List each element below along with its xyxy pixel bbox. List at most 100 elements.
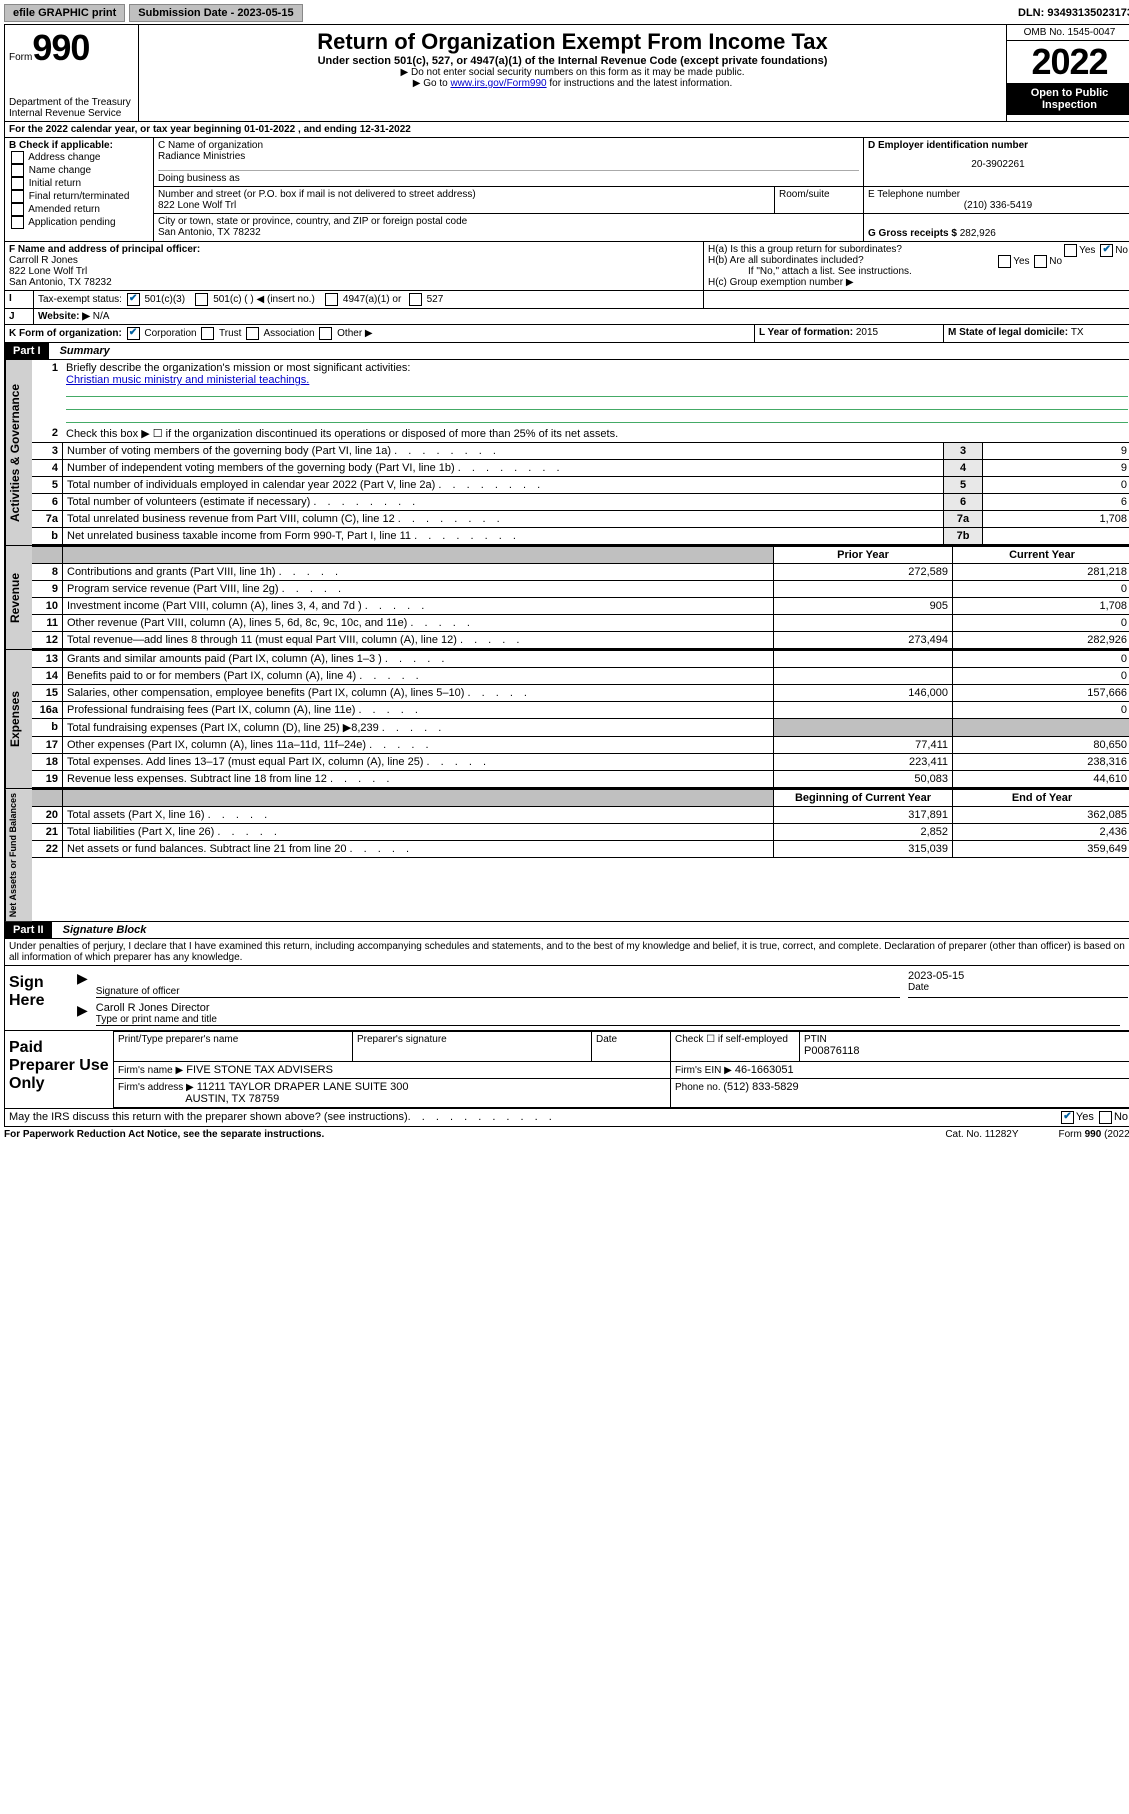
firm-addr2: AUSTIN, TX 78759	[185, 1093, 279, 1105]
assoc-checkbox[interactable]	[246, 327, 259, 340]
table-row: 20Total assets (Part X, line 16) . . . .…	[32, 807, 1129, 824]
hc-label: H(c) Group exemption number ▶	[708, 277, 1128, 288]
sig-date-value: 2023-05-15	[908, 970, 1128, 982]
box-b-checkbox[interactable]	[11, 203, 24, 216]
tax-year: 2022	[1007, 41, 1129, 83]
dba-label: Doing business as	[158, 170, 859, 184]
part2-title: Signature Block	[55, 922, 155, 938]
sig-date-label: Date	[908, 982, 1128, 993]
other-checkbox[interactable]	[319, 327, 332, 340]
paid-preparer-label: Paid Preparer Use Only	[5, 1031, 113, 1108]
trust-checkbox[interactable]	[201, 327, 214, 340]
501c-label: 501(c) ( ) ◀ (insert no.)	[213, 294, 315, 305]
domicile-label: M State of legal domicile:	[948, 327, 1071, 338]
form-header: Form990 Department of the Treasury Inter…	[4, 24, 1129, 122]
street-address: 822 Lone Wolf Trl	[158, 200, 770, 211]
box-b-checkbox[interactable]	[11, 177, 24, 190]
may-irs-label: May the IRS discuss this return with the…	[9, 1111, 408, 1124]
may-irs-yes-checkbox[interactable]	[1061, 1111, 1074, 1124]
sig-officer-label: Signature of officer	[96, 986, 900, 997]
4947-label: 4947(a)(1) or	[343, 294, 401, 305]
part1-header: Part I Summary	[4, 343, 1129, 360]
self-employed-check: Check ☐ if self-employed	[675, 1034, 795, 1045]
dept-treasury: Department of the Treasury	[9, 97, 134, 108]
box-b-checkbox[interactable]	[11, 190, 24, 203]
gross-receipts-label: G Gross receipts $	[868, 228, 960, 239]
hb-no-checkbox[interactable]	[1034, 255, 1047, 268]
4947-checkbox[interactable]	[325, 293, 338, 306]
revenue-section: Revenue Prior YearCurrent Year8Contribut…	[4, 546, 1129, 650]
efile-print-button[interactable]: efile GRAPHIC print	[4, 4, 125, 22]
501c-checkbox[interactable]	[195, 293, 208, 306]
website-row: J Website: ▶ N/A	[4, 309, 1129, 325]
form-word: Form	[9, 52, 32, 63]
line-a: For the 2022 calendar year, or tax year …	[4, 122, 1129, 138]
mission-text[interactable]: Christian music ministry and ministerial…	[66, 374, 309, 386]
may-irs-no-checkbox[interactable]	[1099, 1111, 1112, 1124]
prep-sig-label: Preparer's signature	[357, 1034, 587, 1045]
officer-group-block: F Name and address of principal officer:…	[4, 242, 1129, 291]
sign-here-block: Sign Here ▶ Signature of officer 2023-05…	[4, 966, 1129, 1031]
yes-label-2: Yes	[1013, 256, 1029, 267]
no-label: No	[1115, 245, 1128, 256]
may-irs-row: May the IRS discuss this return with the…	[4, 1109, 1129, 1127]
org-name: Radiance Ministries	[158, 151, 859, 162]
table-row: 5Total number of individuals employed in…	[32, 477, 1129, 494]
phone-value: (210) 336-5419	[868, 200, 1128, 211]
pra-notice: For Paperwork Reduction Act Notice, see …	[4, 1129, 324, 1140]
corp-checkbox[interactable]	[127, 327, 140, 340]
527-label: 527	[427, 294, 444, 305]
form990-link[interactable]: www.irs.gov/Form990	[450, 78, 546, 89]
corp-label: Corporation	[144, 328, 196, 339]
officer-addr1: 822 Lone Wolf Trl	[9, 266, 699, 277]
hb-label: H(b) Are all subordinates included?	[708, 255, 864, 266]
prep-name-label: Print/Type preparer's name	[118, 1034, 348, 1045]
table-row: 10Investment income (Part VIII, column (…	[32, 598, 1129, 615]
mission-question: Briefly describe the organization's miss…	[66, 362, 410, 374]
irs-label: Internal Revenue Service	[9, 108, 134, 119]
expenses-section: Expenses 13Grants and similar amounts pa…	[4, 650, 1129, 789]
omb-number: OMB No. 1545-0047	[1007, 25, 1129, 41]
box-b-checkbox[interactable]	[11, 216, 24, 229]
table-row: 16aProfessional fundraising fees (Part I…	[32, 702, 1129, 719]
year-formation-label: L Year of formation:	[759, 327, 856, 338]
penalty-statement: Under penalties of perjury, I declare th…	[4, 939, 1129, 966]
table-row: 18Total expenses. Add lines 13–17 (must …	[32, 754, 1129, 771]
part2-label: Part II	[5, 922, 52, 938]
other-label: Other ▶	[337, 328, 372, 339]
type-name-label: Type or print name and title	[96, 1014, 1120, 1025]
website-label: Website: ▶	[38, 311, 90, 322]
firm-name: FIVE STONE TAX ADVISERS	[186, 1064, 333, 1076]
table-header-row: Prior YearCurrent Year	[32, 547, 1129, 564]
entity-block: B Check if applicable: Address change Na…	[4, 138, 1129, 242]
hb-yes-checkbox[interactable]	[998, 255, 1011, 268]
city-label: City or town, state or province, country…	[158, 216, 859, 227]
table-row: 11Other revenue (Part VIII, column (A), …	[32, 615, 1129, 632]
ha-yes-checkbox[interactable]	[1064, 244, 1077, 257]
website-value: N/A	[93, 311, 110, 322]
ha-no-checkbox[interactable]	[1100, 244, 1113, 257]
501c3-checkbox[interactable]	[127, 293, 140, 306]
firm-phone-label: Phone no.	[675, 1082, 723, 1093]
ptin-value: P00876118	[804, 1045, 1127, 1057]
room-suite-label: Room/suite	[779, 189, 859, 200]
footer-form: Form 990 (2022)	[1059, 1129, 1129, 1140]
ptin-label: PTIN	[804, 1034, 1127, 1045]
cat-number: Cat. No. 11282Y	[945, 1129, 1018, 1140]
firm-ein-label: Firm's EIN ▶	[675, 1065, 732, 1076]
table-row: 15Salaries, other compensation, employee…	[32, 685, 1129, 702]
box-b-option: Initial return	[9, 177, 149, 190]
netassets-section: Net Assets or Fund Balances Beginning of…	[4, 789, 1129, 922]
box-b-option: Application pending	[9, 216, 149, 229]
trust-label: Trust	[219, 328, 241, 339]
discontinued-check: Check this box ▶ ☐ if the organization d…	[62, 425, 1129, 442]
501c3-label: 501(c)(3)	[144, 294, 185, 305]
tax-status-label: Tax-exempt status:	[38, 294, 122, 305]
table-row: bNet unrelated business taxable income f…	[32, 528, 1129, 545]
box-b-checkbox[interactable]	[11, 151, 24, 164]
table-row: 4Number of independent voting members of…	[32, 460, 1129, 477]
officer-name-title: Caroll R Jones Director	[96, 1002, 1120, 1014]
governance-vert-label: Activities & Governance	[5, 360, 32, 545]
527-checkbox[interactable]	[409, 293, 422, 306]
box-b-checkbox[interactable]	[11, 164, 24, 177]
